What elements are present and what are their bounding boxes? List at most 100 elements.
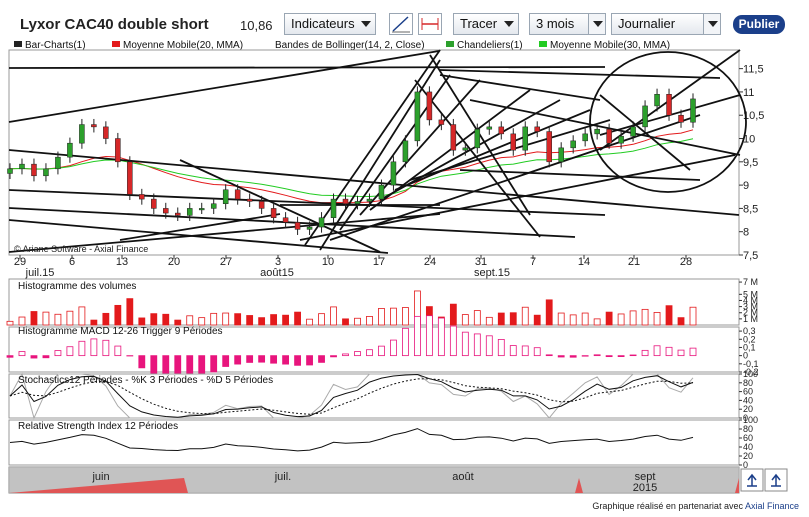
volume-bar [689,306,697,326]
macd-bar [497,339,505,357]
navigator-label: juil. [274,471,292,483]
page-title: Lyxor CAC40 double short [20,16,209,33]
volume-bar [557,312,565,326]
candle-body [690,98,696,123]
volume-bar [18,316,26,326]
y-tick-label: 11 [743,87,754,99]
volume-bar [102,312,110,326]
volume-bar [258,317,266,326]
volume-bar [246,315,254,326]
volume-bar [318,313,325,326]
macd-bar [378,345,385,357]
macd-bar [330,355,337,358]
macd-bar [677,349,685,357]
legend-label: Bandes de Bollinger(14, 2, Close) [275,40,425,51]
candle-body [222,189,229,204]
legend-item-ma20[interactable]: Moyenne Mobile(20, MMA) [112,40,243,51]
legend-item-bar-charts[interactable]: Bar-Charts(1) [14,40,86,51]
y-tick-label: 4 M [743,295,758,305]
candle-body [546,131,552,163]
trendline-tool-button[interactable] [389,13,413,35]
candle-body [522,126,528,151]
y-tick-label: 2 M [743,308,758,318]
volume-bar [485,316,493,326]
candle-body [282,217,289,223]
volume-bar [6,320,14,326]
macd-bar [533,347,541,357]
volume-bar [366,316,373,326]
macd-bar [629,354,637,357]
y-tick-label: 3 M [743,302,758,312]
macd-bar [318,355,325,363]
macd-bar [138,355,146,369]
macd-bar [222,355,230,367]
trend-line [8,189,606,216]
trend-line [8,219,389,254]
indicators-dropdown[interactable]: Indicateurs [284,13,376,35]
legend-item-ma30[interactable]: Moyenne Mobile(30, MMA) [539,40,670,51]
footer-brand-link[interactable]: Axial Finance [744,501,799,511]
macd-bar [42,355,50,359]
candle-body [666,94,672,116]
macd-bar [473,333,481,357]
last-price: 10,86 [240,18,273,33]
hline-tool-button[interactable] [418,13,442,35]
macd-panel [8,326,740,373]
candle-body [534,126,540,132]
macd-bar [617,355,625,357]
stoch-k-line [9,373,694,418]
rsi-panel-title: Relative Strength Index 12 Périodes [18,421,179,432]
x-tick-label: 20 [168,256,180,268]
stoch-d-line [9,378,694,415]
y-tick-label: 60 [743,387,753,397]
y-tick-label: 0 [743,460,748,470]
draw-dropdown[interactable]: Tracer [453,13,519,35]
candle-body [498,126,505,135]
period-select[interactable]: 3 mois [529,13,606,35]
macd-bar [605,355,613,358]
candle-body [7,168,13,174]
candle-body [606,128,612,144]
candle-body [654,94,660,107]
macd-bar [234,355,242,365]
macd-bar [390,339,397,357]
legend-label: Chandeliers(1) [457,40,523,51]
volume-bar [66,310,74,326]
macd-bar [521,345,529,357]
volume-bar [497,312,505,326]
macd-bar [485,335,493,357]
scroll-icon [747,473,757,487]
candle-body [127,161,133,195]
volume-bar [30,311,38,326]
volume-bar [330,306,337,326]
candle-body [450,124,457,151]
volume-bar [641,308,649,326]
trend-line [439,69,721,79]
y-tick-label: 40 [743,395,753,405]
interval-select[interactable]: Journalier [611,13,721,35]
stoch-raw-line [9,372,694,420]
legend-item-candles[interactable]: Chandeliers(1) [446,40,523,51]
volume-bar [78,306,86,326]
candle-body [91,124,97,128]
y-tick-label: 10,5 [743,110,764,122]
macd-bar [557,355,565,358]
candle-body [558,147,564,163]
trend-line [119,213,281,241]
chevron-down-icon [504,21,514,27]
stochastic-panel [8,373,740,419]
volume-bar [186,315,194,326]
volume-bar [210,312,218,326]
legend-item-bollinger[interactable]: Bandes de Bollinger(14, 2, Close) [275,40,425,51]
x-tick-label: 10 [322,256,334,268]
volume-bar [449,303,457,326]
candle-body [414,91,421,142]
footer-text: Graphique réalisé en partenariat avec [592,501,743,511]
publish-button[interactable]: Publier [733,15,785,34]
volume-bar [294,311,301,326]
macd-bar [6,355,14,358]
candle-body [678,114,684,123]
trend-line [599,94,691,171]
